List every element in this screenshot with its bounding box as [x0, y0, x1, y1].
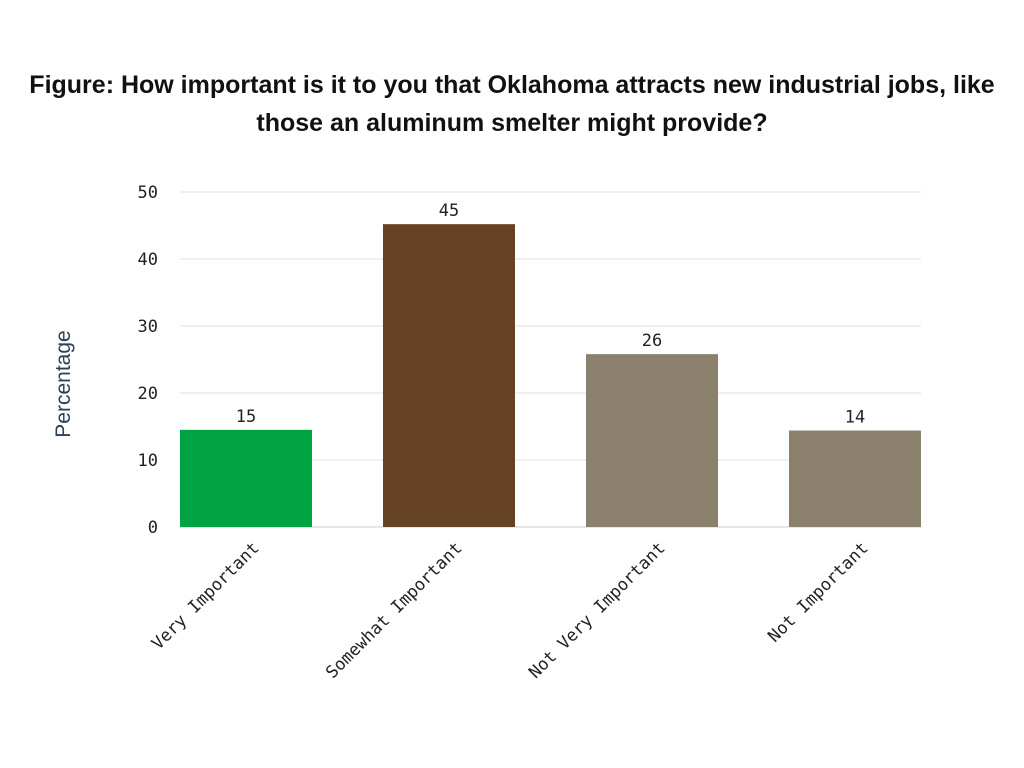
chart-title: Figure: How important is it to you that … — [29, 71, 995, 137]
data-label: 26 — [642, 331, 662, 351]
x-axis-ticks: Very Important Somewhat Important Not Very… — [148, 538, 872, 682]
data-label: 15 — [236, 407, 256, 427]
y-tick-label: 20 — [138, 384, 158, 404]
x-tick-label: Very Important — [148, 538, 263, 653]
bars — [180, 224, 921, 527]
y-tick-label: 40 — [138, 250, 158, 270]
x-tick-label: Not Important — [764, 538, 872, 646]
y-tick-label: 50 — [138, 183, 158, 203]
data-label: 14 — [845, 408, 865, 428]
y-tick-label: 30 — [138, 317, 158, 337]
bar — [180, 429, 312, 527]
x-tick-label: Not Very Important — [525, 538, 669, 682]
y-axis-ticks: 0 10 20 30 40 50 — [138, 183, 158, 538]
data-labels: 15 45 26 14 — [236, 201, 865, 427]
data-label: 45 — [439, 201, 459, 221]
bar — [586, 354, 718, 527]
bar — [383, 224, 515, 527]
y-axis-label: Percentage — [52, 330, 75, 437]
y-tick-label: 10 — [138, 451, 158, 471]
x-tick-label: Somewhat Important — [322, 538, 466, 682]
bar — [789, 430, 921, 527]
y-tick-label: 0 — [148, 518, 158, 538]
